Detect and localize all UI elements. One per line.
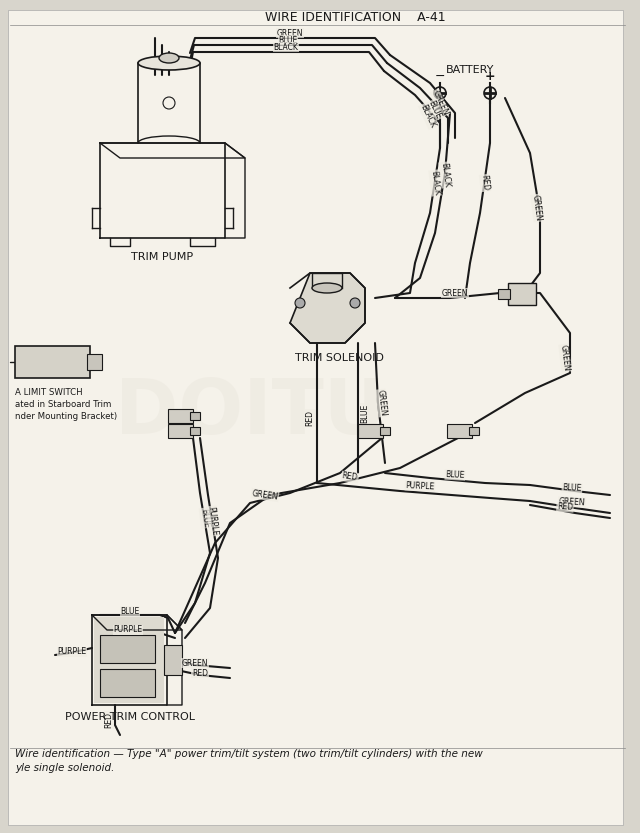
Circle shape (295, 298, 305, 308)
Text: BLUE: BLUE (445, 470, 465, 480)
Text: +: + (484, 70, 495, 83)
Text: PURPLE: PURPLE (405, 481, 435, 491)
Text: POWER TRIM CONTROL: POWER TRIM CONTROL (65, 712, 195, 722)
Text: −: − (435, 70, 445, 83)
Text: RED: RED (192, 669, 208, 677)
Bar (190, 412, 200, 420)
Text: BATTERY: BATTERY (446, 65, 494, 75)
Bar (168, 409, 193, 423)
Text: BLACK: BLACK (439, 162, 451, 188)
Text: Wire identification — Type "A" power trim/tilt system (two trim/tilt cylinders) : Wire identification — Type "A" power tri… (15, 749, 483, 773)
Text: BLUE: BLUE (120, 606, 140, 616)
Bar (15, 346, 90, 378)
Bar (447, 424, 472, 438)
Bar (87, 354, 102, 370)
Bar (94, 617, 164, 703)
Text: DOITU: DOITU (115, 376, 385, 450)
Bar (164, 645, 182, 675)
Ellipse shape (312, 283, 342, 293)
Text: WIRE IDENTIFICATION    A-41: WIRE IDENTIFICATION A-41 (265, 11, 445, 23)
Text: BLUE: BLUE (360, 403, 369, 422)
Circle shape (350, 298, 360, 308)
Text: PURPLE: PURPLE (113, 626, 143, 635)
Text: RED: RED (342, 471, 358, 482)
Bar (100, 635, 155, 663)
Text: PURPLE: PURPLE (207, 506, 220, 536)
Bar (469, 427, 479, 435)
Text: GREEN: GREEN (276, 28, 303, 37)
Text: RED: RED (479, 174, 490, 192)
Bar (168, 424, 193, 438)
Text: RED: RED (104, 712, 113, 728)
Text: BLUE: BLUE (427, 99, 443, 121)
Text: RED: RED (557, 502, 573, 512)
Bar (190, 427, 200, 435)
Text: TRIM PUMP: TRIM PUMP (131, 252, 193, 262)
Text: RED: RED (305, 410, 314, 426)
Text: TRIM SOLENOID: TRIM SOLENOID (295, 353, 384, 363)
Bar (498, 289, 510, 299)
Text: GREEN: GREEN (182, 659, 208, 667)
Bar (100, 669, 155, 697)
Text: BLUE: BLUE (562, 483, 582, 493)
Text: GREEN: GREEN (430, 89, 450, 117)
Text: BLUE: BLUE (278, 36, 298, 44)
Ellipse shape (138, 56, 200, 70)
Text: BLACK: BLACK (419, 102, 437, 129)
Text: GREEN: GREEN (559, 496, 586, 507)
Text: BLACK: BLACK (429, 170, 441, 196)
Text: GREEN: GREEN (559, 344, 571, 372)
Text: A LIMIT SWITCH
ated in Starboard Trim
nder Mounting Bracket): A LIMIT SWITCH ated in Starboard Trim nd… (15, 388, 117, 421)
Bar (508, 283, 536, 305)
Polygon shape (290, 273, 365, 343)
Text: BLUE: BLUE (200, 508, 211, 528)
Bar (380, 427, 390, 435)
Text: GREEN: GREEN (442, 288, 468, 297)
Text: GREEN: GREEN (252, 489, 279, 501)
Text: GREEN: GREEN (531, 194, 543, 222)
Text: PURPLE: PURPLE (58, 647, 86, 656)
Bar (358, 424, 383, 438)
Text: BLACK: BLACK (273, 42, 298, 52)
Text: GREEN: GREEN (376, 389, 388, 416)
Ellipse shape (159, 53, 179, 63)
